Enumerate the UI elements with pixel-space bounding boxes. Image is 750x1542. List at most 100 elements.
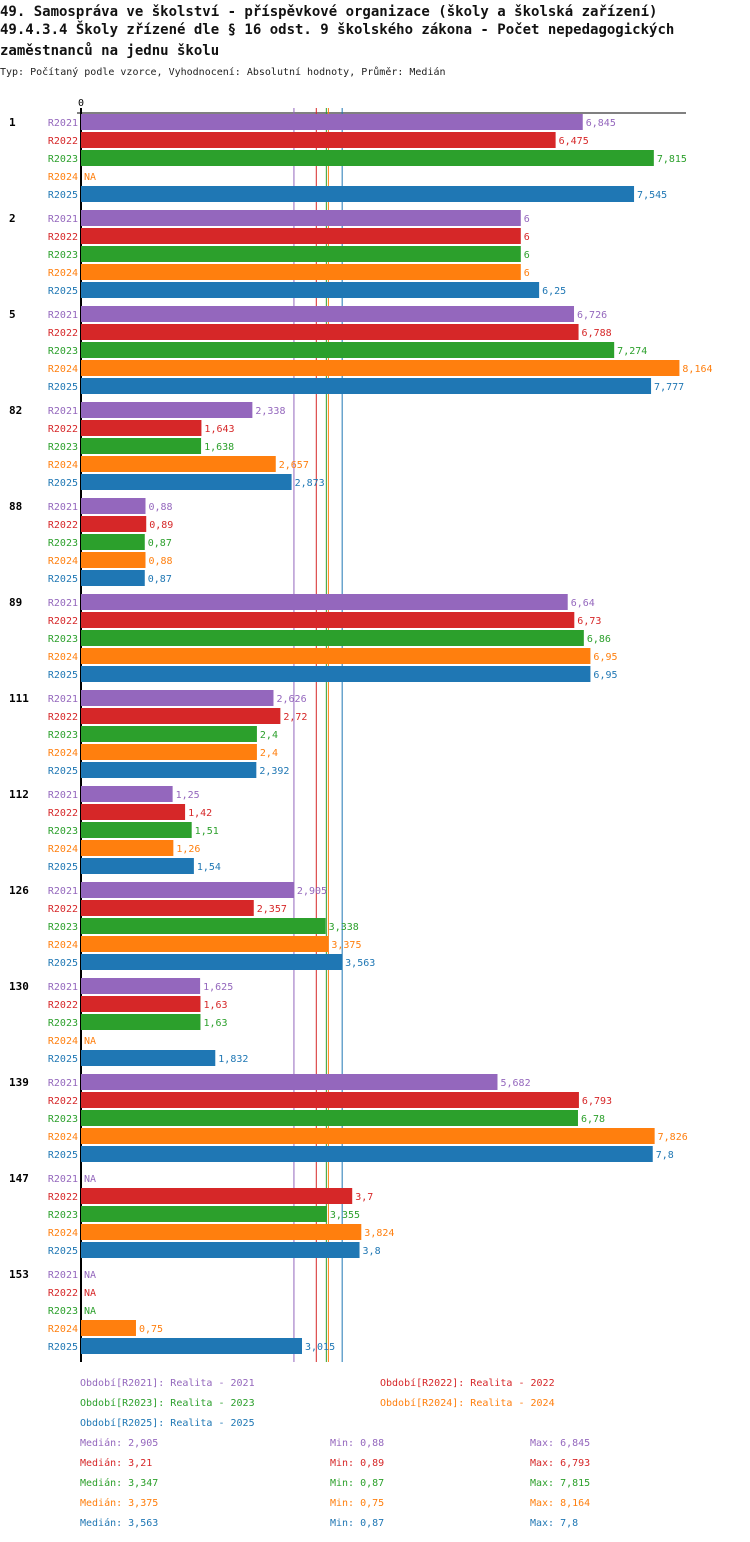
data-label-82-r2024: 2,657 [279, 460, 309, 471]
stat-max-r2021: Max: 6,845 [530, 1438, 591, 1449]
data-label-130-r2022: 1,63 [203, 1000, 227, 1011]
data-label-153-r2025: 3,015 [305, 1342, 335, 1353]
data-label-126-r2022: 2,357 [257, 904, 287, 915]
category-label-88: 88 [9, 500, 22, 513]
bar-126-r2025 [81, 954, 343, 970]
category-label-5: 5 [9, 308, 16, 321]
bar-5-r2023 [81, 342, 615, 358]
legend-entry-r2022: Období[R2022]: Realita - 2022 [380, 1378, 555, 1389]
data-label-82-r2023: 1,638 [204, 442, 234, 453]
series-label-139-r2023: R2023 [48, 1114, 78, 1125]
stat-min-r2023: Min: 0,87 [330, 1478, 385, 1489]
bar-88-r2024 [81, 552, 146, 568]
series-label-88-r2024: R2024 [48, 556, 78, 567]
series-label-130-r2022: R2022 [48, 1000, 78, 1011]
data-label-2-r2024: 6 [524, 268, 530, 279]
data-label-5-r2022: 6,788 [582, 328, 612, 339]
data-label-88-r2021: 0,88 [149, 502, 173, 513]
series-label-82-r2025: R2025 [48, 478, 78, 489]
series-label-82-r2022: R2022 [48, 424, 78, 435]
data-label-130-r2021: 1,625 [203, 982, 233, 993]
bar-2-r2025 [81, 282, 540, 298]
data-label-1-r2025: 7,545 [637, 190, 667, 201]
data-label-82-r2022: 1,643 [204, 424, 234, 435]
bar-111-r2022 [81, 708, 281, 724]
series-label-130-r2021: R2021 [48, 982, 78, 993]
series-label-112-r2023: R2023 [48, 826, 78, 837]
category-label-2: 2 [9, 212, 16, 225]
data-label-82-r2021: 2,338 [255, 406, 285, 417]
stat-median-r2025: Medián: 3,563 [80, 1518, 159, 1529]
series-label-5-r2021: R2021 [48, 310, 78, 321]
series-label-147-r2021: R2021 [48, 1174, 78, 1185]
series-label-147-r2022: R2022 [48, 1192, 78, 1203]
data-label-139-r2022: 6,793 [582, 1096, 612, 1107]
bar-153-r2025 [81, 1338, 302, 1354]
data-label-5-r2025: 7,777 [654, 382, 684, 393]
bar-112-r2025 [81, 858, 194, 874]
bar-147-r2023 [81, 1206, 327, 1222]
data-label-139-r2021: 5,682 [500, 1078, 530, 1089]
bar-139-r2023 [81, 1110, 578, 1126]
series-label-139-r2021: R2021 [48, 1078, 78, 1089]
data-label-5-r2023: 7,274 [617, 346, 647, 357]
series-label-130-r2023: R2023 [48, 1018, 78, 1029]
series-label-5-r2023: R2023 [48, 346, 78, 357]
series-label-1-r2025: R2025 [48, 190, 78, 201]
legend-entry-r2023: Období[R2023]: Realita - 2023 [80, 1398, 255, 1409]
series-label-82-r2021: R2021 [48, 406, 78, 417]
bar-126-r2024 [81, 936, 329, 952]
series-label-139-r2025: R2025 [48, 1150, 78, 1161]
bar-1-r2022 [81, 132, 556, 148]
series-label-2-r2023: R2023 [48, 250, 78, 261]
category-label-1: 1 [9, 116, 16, 129]
bar-112-r2021 [81, 786, 173, 802]
data-label-88-r2025: 0,87 [148, 574, 172, 585]
series-label-89-r2022: R2022 [48, 616, 78, 627]
data-label-111-r2021: 2,626 [276, 694, 306, 705]
category-label-139: 139 [9, 1076, 29, 1089]
series-label-153-r2023: R2023 [48, 1306, 78, 1317]
bar-89-r2024 [81, 648, 591, 664]
data-label-111-r2025: 2,392 [259, 766, 289, 777]
series-label-111-r2023: R2023 [48, 730, 78, 741]
series-label-139-r2022: R2022 [48, 1096, 78, 1107]
data-label-126-r2025: 3,563 [345, 958, 375, 969]
data-label-112-r2021: 1,25 [176, 790, 200, 801]
data-label-147-r2022: 3,7 [355, 1192, 373, 1203]
data-label-111-r2024: 2,4 [260, 748, 278, 759]
series-label-82-r2023: R2023 [48, 442, 78, 453]
bar-2-r2024 [81, 264, 521, 280]
na-label-153-r2022: NA [84, 1288, 96, 1299]
category-label-153: 153 [9, 1268, 29, 1281]
bar-126-r2023 [81, 918, 326, 934]
series-label-2-r2025: R2025 [48, 286, 78, 297]
series-label-112-r2021: R2021 [48, 790, 78, 801]
bar-88-r2022 [81, 516, 147, 532]
category-label-126: 126 [9, 884, 29, 897]
series-label-153-r2021: R2021 [48, 1270, 78, 1281]
series-label-5-r2024: R2024 [48, 364, 78, 375]
bar-147-r2022 [81, 1188, 353, 1204]
bar-89-r2022 [81, 612, 575, 628]
stat-max-r2025: Max: 7,8 [530, 1518, 579, 1529]
data-label-5-r2021: 6,726 [577, 310, 607, 321]
data-label-112-r2022: 1,42 [188, 808, 212, 819]
bar-111-r2023 [81, 726, 257, 742]
data-label-89-r2021: 6,64 [571, 598, 595, 609]
bar-5-r2025 [81, 378, 652, 394]
data-label-88-r2023: 0,87 [148, 538, 172, 549]
bar-89-r2023 [81, 630, 584, 646]
data-label-139-r2025: 7,8 [656, 1150, 674, 1161]
series-label-89-r2024: R2024 [48, 652, 78, 663]
stat-min-r2025: Min: 0,87 [330, 1518, 385, 1529]
bar-88-r2021 [81, 498, 146, 514]
series-label-153-r2024: R2024 [48, 1324, 78, 1335]
bar-111-r2021 [81, 690, 274, 706]
bar-89-r2025 [81, 666, 591, 682]
stat-min-r2022: Min: 0,89 [330, 1458, 385, 1469]
bar-139-r2021 [81, 1074, 498, 1090]
chart-subtitle: Typ: Počítaný podle vzorce, Vyhodnocení:… [0, 67, 446, 78]
data-label-89-r2025: 6,95 [593, 670, 617, 681]
stat-min-r2021: Min: 0,88 [330, 1438, 385, 1449]
